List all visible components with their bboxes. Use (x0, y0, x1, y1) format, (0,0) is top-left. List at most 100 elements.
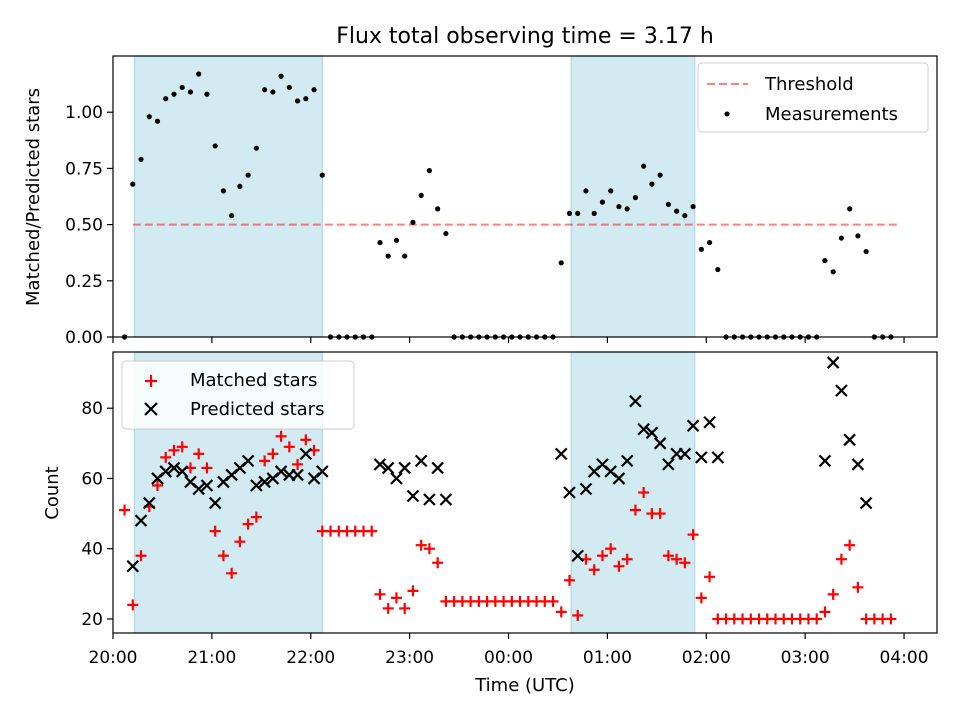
predicted-star-point (299, 447, 313, 461)
matched-star-point (168, 444, 180, 456)
bottom-y-tick-label: 20 (81, 610, 103, 630)
matched-star-point (638, 487, 650, 498)
matched-star-point (407, 585, 419, 597)
measurement-point (665, 201, 671, 207)
predicted-legend-swatch (144, 402, 158, 416)
matched-legend-swatch (145, 375, 157, 387)
matched-star-point (662, 550, 674, 562)
measurement-point (229, 213, 235, 219)
measurement-point (657, 172, 663, 178)
predicted-star-point (662, 458, 675, 471)
measurement-point (311, 87, 317, 93)
predicted-star-point (200, 479, 214, 492)
predicted-star-point (645, 426, 659, 440)
top-y-tick-label: 0.25 (65, 272, 103, 292)
measurement-point (187, 89, 194, 95)
matched-star-point (671, 553, 683, 565)
matched-star-point (399, 602, 411, 614)
measurement-point (286, 84, 292, 91)
predicted-star-point (818, 454, 832, 468)
x-tick-label: 04:00 (880, 648, 929, 668)
bottom-legend: Matched stars Predicted stars (121, 360, 355, 430)
measurement-point (146, 114, 152, 120)
matched-star-point (588, 564, 600, 576)
matched-star-point (226, 567, 238, 579)
predicted-star-point (241, 454, 255, 468)
predicted-star-point (439, 493, 453, 506)
predicted-star-point (258, 475, 271, 489)
predicted-star-point (843, 433, 856, 447)
measurement-point (830, 269, 836, 275)
measurement-point (608, 188, 614, 194)
predicted-star-point (637, 422, 650, 436)
measurement-point (674, 208, 680, 214)
bottom-y-tick-label: 60 (81, 469, 103, 489)
matched-star-point (679, 557, 691, 569)
matched-star-point (176, 441, 188, 453)
measurement-point (212, 143, 218, 149)
x-tick-label: 22:00 (286, 648, 335, 668)
matched-star-point (374, 588, 386, 600)
matched-star-point (209, 525, 221, 537)
predicted-stars-series (126, 356, 873, 573)
measurement-point (690, 204, 696, 210)
measurement-point (847, 206, 853, 212)
matched-star-point (390, 592, 402, 604)
matched-star-point (629, 504, 641, 516)
x-tick-label: 02:00 (682, 648, 731, 668)
bottom-y-ticks: 20 40 60 80 (81, 399, 113, 630)
bottom-panel: 20 40 60 80 20:00 21:00 22:00 23:00 00:00 01:00 0… (42, 351, 938, 696)
matched-star-point (415, 539, 427, 551)
matched-star-point (835, 553, 847, 565)
measurement-point (649, 181, 655, 187)
measurement-point (575, 210, 581, 216)
x-tick-label: 21:00 (187, 648, 236, 668)
measurement-point (171, 91, 177, 97)
top-panel: 0.00 0.25 0.50 0.75 1.00 Matched/Predicted s… (23, 55, 938, 348)
top-y-ticks: 0.00 0.25 0.50 0.75 1.00 (65, 103, 113, 348)
predicted-star-point (653, 437, 667, 450)
matched-star-point (844, 539, 856, 551)
matched-star-point (259, 455, 271, 467)
predicted-star-point (159, 465, 173, 478)
top-y-tick-label: 1.00 (65, 103, 103, 123)
measurement-point (599, 199, 606, 205)
matched-star-point (292, 458, 304, 470)
top-y-axis-label: Matched/Predicted stars (23, 88, 44, 306)
predicted-star-point (373, 458, 387, 471)
predicted-star-point (579, 482, 593, 496)
predicted-star-point (175, 465, 189, 478)
matched-star-point (151, 479, 163, 491)
measurement-point (377, 239, 383, 246)
measurement-point (253, 145, 259, 151)
predicted-star-point (406, 489, 420, 503)
measurement-point (402, 253, 408, 259)
measurement-point (426, 168, 433, 174)
measurement-point (204, 91, 210, 97)
measurement-point (245, 172, 251, 178)
matched-star-point (596, 550, 608, 562)
predicted-star-point (316, 465, 329, 478)
x-axis-label: Time (UTC) (474, 675, 575, 696)
measurement-point (838, 235, 845, 241)
measurement-point (385, 253, 391, 259)
predicted-star-point (835, 384, 848, 397)
predicted-star-point (554, 447, 568, 461)
predicted-star-point (571, 549, 585, 563)
matched-star-point (423, 543, 435, 555)
predicted-star-point (167, 461, 181, 475)
matched-star-point (366, 525, 378, 537)
measurement-point (566, 210, 573, 216)
top-legend-frame (697, 62, 929, 133)
matched-star-point (885, 613, 897, 625)
top-x-ticks (112, 337, 905, 343)
predicted-star-point (142, 496, 156, 510)
measurement-point (418, 192, 424, 198)
top-y-tick-label: 0.75 (65, 159, 103, 179)
matched-star-point (572, 609, 584, 621)
x-tick-label: 03:00 (781, 648, 830, 668)
x-tick-label: 20:00 (89, 648, 138, 668)
measurement-point (715, 266, 721, 273)
threshold-legend-label: Threshold (764, 74, 854, 95)
